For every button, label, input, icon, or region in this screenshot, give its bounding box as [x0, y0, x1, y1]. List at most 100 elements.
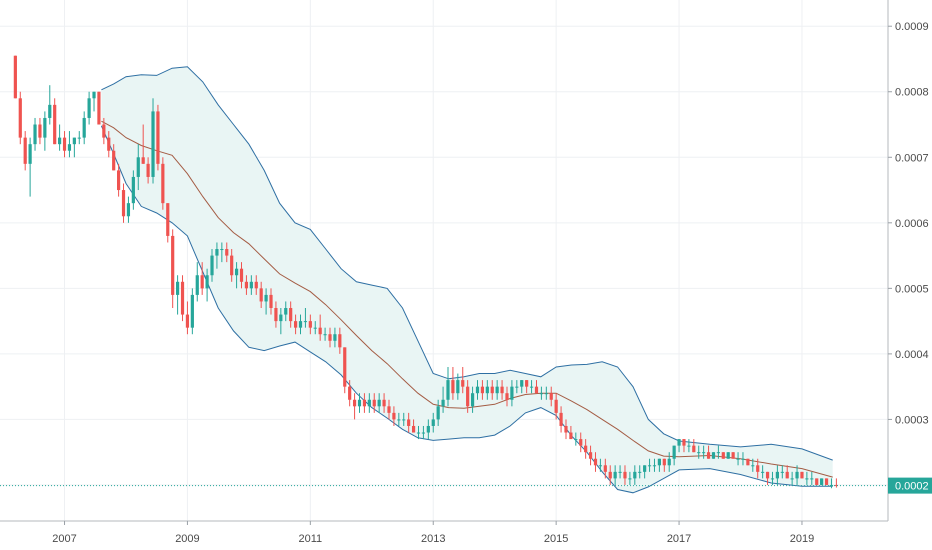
candle — [33, 117, 37, 151]
candle-body — [205, 275, 209, 289]
candle-body — [313, 327, 317, 329]
candle-body — [77, 137, 81, 139]
candle-body — [323, 334, 327, 336]
candle-body — [185, 314, 190, 328]
candle — [687, 439, 691, 453]
candle — [741, 452, 745, 466]
candle-body — [608, 471, 612, 479]
candle-body — [618, 471, 622, 473]
candle — [810, 471, 814, 485]
time-axis[interactable]: 2007 2009 2011 2013 2015 2017 2019 — [52, 521, 814, 545]
candle-body — [107, 137, 111, 151]
candle-body — [820, 478, 824, 485]
candle — [230, 249, 234, 282]
candle-body — [588, 452, 593, 459]
candle — [362, 393, 367, 413]
candle-body — [598, 465, 602, 467]
candle — [824, 478, 829, 485]
candle — [141, 124, 145, 164]
candle-body — [810, 478, 814, 480]
candle-body — [667, 458, 671, 466]
candle-body — [790, 478, 794, 480]
candle — [215, 242, 219, 269]
y-tick-label: 0.0005 — [895, 283, 929, 295]
candle-body — [721, 452, 725, 459]
candle-body — [234, 268, 239, 276]
candle-body — [171, 235, 175, 295]
candle-body — [677, 439, 681, 446]
candle — [770, 471, 775, 485]
candle-body — [485, 386, 489, 394]
candle — [195, 262, 199, 302]
candle — [48, 85, 52, 125]
candle-body — [500, 386, 504, 394]
candle-body — [490, 386, 494, 394]
candle-body — [706, 452, 711, 459]
candle-body — [761, 471, 765, 473]
candle-body — [770, 478, 775, 480]
candle-body — [480, 386, 485, 394]
candle-body — [131, 176, 135, 204]
candle — [785, 465, 789, 479]
candle-body — [249, 281, 253, 289]
candle-body — [298, 321, 303, 328]
last-price-tag: 0.0002 — [888, 477, 932, 494]
candle — [13, 55, 17, 99]
candle — [584, 439, 588, 459]
candle — [357, 393, 362, 413]
candle-body — [328, 334, 332, 341]
candle-body — [426, 425, 430, 433]
candle — [706, 445, 711, 459]
y-tick-label: 0.0006 — [895, 218, 929, 230]
candle-body — [643, 465, 647, 472]
candle — [702, 445, 706, 459]
candle-body — [495, 386, 499, 394]
candle-body — [574, 439, 578, 441]
candle — [815, 478, 819, 485]
candle — [662, 458, 666, 472]
candle — [805, 471, 809, 485]
candle-body — [554, 399, 558, 413]
candle — [328, 327, 332, 348]
candle — [697, 445, 701, 459]
bollinger-basis-line — [101, 120, 833, 478]
candle-body — [92, 91, 96, 99]
candle-body — [279, 314, 283, 322]
candle — [53, 98, 57, 145]
candle — [392, 406, 396, 426]
candle-body — [520, 380, 524, 387]
candle — [377, 393, 381, 413]
x-tick-label: 2009 — [175, 533, 199, 545]
candle — [239, 262, 244, 289]
candle — [638, 465, 642, 479]
candle-body — [38, 124, 42, 138]
candle-body — [824, 478, 829, 485]
candle — [603, 458, 607, 479]
candle — [761, 465, 765, 479]
candle-body — [800, 471, 804, 479]
candle — [348, 380, 352, 407]
candle — [790, 471, 794, 485]
candle-body — [711, 452, 716, 459]
candle-body — [559, 412, 563, 426]
candle — [190, 288, 194, 335]
x-tick-label: 2013 — [421, 533, 445, 545]
candle-body — [716, 452, 720, 454]
candle — [254, 275, 258, 295]
candle-body — [274, 308, 278, 322]
candle — [107, 131, 111, 158]
candle — [234, 262, 239, 289]
candle-body — [421, 432, 426, 434]
candle-body — [215, 249, 219, 256]
candle-body — [697, 452, 701, 454]
candle-body — [230, 255, 234, 276]
candle — [652, 458, 657, 472]
candle — [372, 393, 376, 413]
candle-body — [303, 321, 308, 323]
candle — [461, 366, 465, 394]
candle — [62, 131, 67, 158]
candle-body — [682, 439, 686, 446]
candle — [43, 111, 47, 151]
y-tick-label: 0.0009 — [895, 21, 929, 33]
